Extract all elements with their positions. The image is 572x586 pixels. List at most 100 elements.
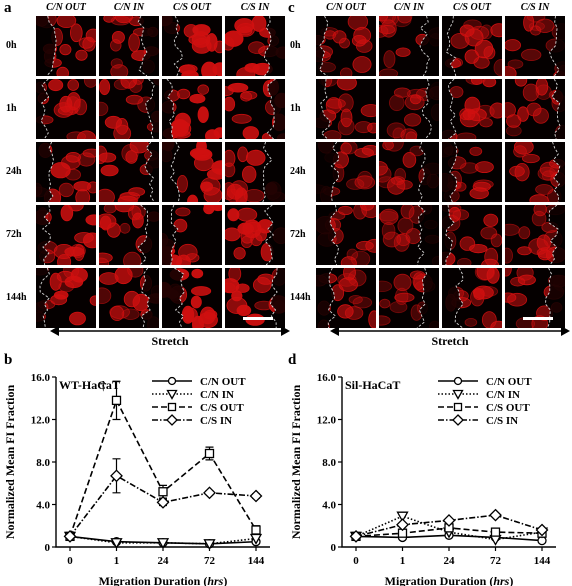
fluorescence-image	[316, 268, 376, 328]
micrograph-grid-c	[316, 16, 565, 328]
fluorescence-image	[225, 268, 285, 328]
fluorescence-image	[36, 79, 96, 139]
row-header: 24h	[6, 166, 22, 177]
micrograph-grid-a	[36, 16, 285, 328]
x-tick-label: 72	[204, 555, 216, 567]
micrograph-tile	[379, 79, 439, 139]
fluorescence-image	[442, 142, 494, 202]
x-axis-label: Migration Duration (hrs)	[99, 574, 228, 586]
micrograph-tile	[36, 79, 96, 139]
fluorescence-image	[386, 79, 439, 139]
micrograph-tile	[505, 79, 565, 139]
legend-marker	[452, 414, 464, 426]
fluorescence-image	[379, 16, 439, 76]
fluorescence-image	[99, 205, 159, 265]
x-tick-label: 1	[114, 555, 120, 567]
y-tick-label: 8.0	[322, 457, 336, 469]
micrograph-tile	[316, 268, 376, 328]
fluorescence-image	[99, 79, 159, 139]
fluorescence-image	[99, 142, 159, 202]
fluorescence-image	[162, 205, 222, 265]
micrograph-tile	[225, 142, 285, 202]
fluorescence-image	[99, 268, 159, 328]
micrograph-tile	[225, 205, 285, 265]
column-header: C/S OUT	[172, 2, 212, 13]
micrograph-tile	[316, 142, 376, 202]
data-point	[490, 527, 501, 537]
row-header: 72h	[6, 229, 22, 240]
data-point	[110, 469, 123, 483]
micrograph-tile	[505, 16, 565, 76]
legend-marker	[166, 414, 178, 426]
line-chart-d: 0 4.0 8.0 12.0 16.0 0 1 24 72 144 Normalized Mean …	[289, 372, 556, 586]
legend-label: C/S OUT	[200, 402, 244, 414]
x-tick-label: 1	[400, 555, 406, 567]
micrograph-tile	[225, 268, 285, 328]
fluorescence-image	[505, 205, 565, 265]
y-axis-label: Normalized Mean FI Fraction	[3, 385, 17, 540]
data-point	[158, 487, 168, 497]
micrograph-tile	[162, 79, 222, 139]
micrograph-tile	[442, 79, 502, 139]
fluorescence-image	[442, 205, 502, 265]
y-tick-label: 16.0	[31, 372, 51, 384]
micrograph-tile	[379, 16, 439, 76]
legend-label: C/S IN	[486, 415, 518, 427]
micrograph-tile	[36, 16, 96, 76]
micrograph-tile	[99, 79, 159, 139]
fluorescence-image	[36, 142, 96, 202]
row-header: 24h	[290, 166, 306, 177]
micrograph-tile	[316, 205, 376, 265]
y-tick-label: 16.0	[317, 372, 337, 384]
fluorescence-image	[36, 16, 96, 76]
row-header: 144h	[6, 292, 27, 303]
data-point	[349, 529, 363, 543]
fluorescence-image	[162, 268, 218, 328]
micrograph-tile	[36, 205, 96, 265]
micrograph-tile	[162, 205, 222, 265]
y-tick-label: 8.0	[36, 457, 50, 469]
column-header: C/N OUT	[326, 2, 366, 13]
micrograph-tile	[99, 142, 159, 202]
micrograph-tile	[162, 268, 222, 328]
data-point	[63, 529, 77, 543]
data-point	[111, 395, 122, 406]
fluorescence-image	[505, 268, 565, 328]
y-tick-label: 4.0	[36, 500, 50, 512]
legend-label: C/N IN	[486, 389, 520, 401]
legend-label: C/N OUT	[200, 376, 246, 388]
micrograph-tile	[379, 142, 439, 202]
column-header: C/S OUT	[452, 2, 492, 13]
micrograph-tile	[379, 205, 439, 265]
row-header: 1h	[6, 103, 17, 114]
fluorescence-image	[162, 142, 222, 202]
row-header: 72h	[290, 229, 306, 240]
micrograph-tile	[442, 268, 502, 328]
chart-title: WT-HaCaT	[59, 378, 120, 392]
x-tick-label: 144	[248, 555, 265, 567]
micrograph-tile	[162, 142, 222, 202]
data-point	[535, 523, 549, 537]
legend-marker	[166, 389, 178, 400]
micrograph-tile	[505, 142, 565, 202]
data-point	[249, 489, 263, 503]
fluorescence-image	[162, 79, 222, 139]
x-tick-label: 0	[67, 555, 73, 567]
fluorescence-image	[162, 16, 222, 76]
legend-marker	[167, 402, 177, 412]
legend-label: C/S OUT	[486, 402, 530, 414]
micrograph-tile	[316, 16, 376, 76]
fluorescence-image	[225, 16, 285, 76]
row-header: 0h	[290, 40, 301, 51]
legend-label: C/N OUT	[486, 376, 532, 388]
data-point	[442, 514, 456, 527]
panel-letter-b: b	[4, 352, 13, 368]
series-c-s-in	[63, 458, 263, 543]
micrograph-tile	[505, 205, 565, 265]
legend-marker	[453, 402, 463, 412]
micrograph-tile	[442, 205, 502, 265]
micrograph-tile	[99, 205, 159, 265]
y-tick-label: 0	[45, 542, 51, 554]
legend-marker	[453, 376, 463, 386]
